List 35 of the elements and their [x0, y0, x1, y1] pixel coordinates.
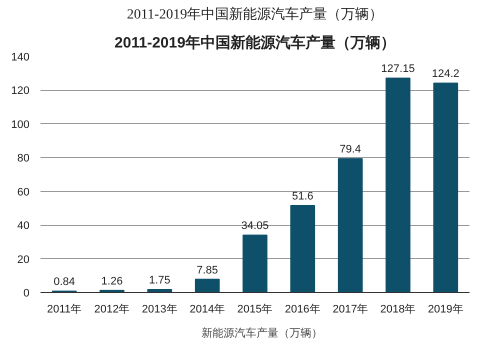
bar [242, 234, 268, 292]
data-label: 51.6 [292, 190, 314, 203]
data-label: 124.2 [432, 68, 460, 80]
bar [338, 158, 363, 292]
x-tick-label: 2018年 [380, 304, 416, 316]
data-label: 34.05 [241, 220, 269, 232]
text: 新能源汽车产量（万辆） [202, 326, 322, 340]
data-label: 7.85 [196, 264, 218, 276]
bar [290, 205, 316, 292]
y-tick-label: 140 [11, 52, 30, 64]
data-label: 1.75 [148, 274, 170, 287]
y-tick-label: 20 [17, 254, 30, 266]
x-tick-label: 2012年 [94, 304, 130, 316]
chart-subtitle: 2011-2019年中国新能源汽车产量（万辆） [114, 34, 396, 52]
bar [386, 78, 410, 292]
chart-title: 2011-2019年中国新能源汽车产量（万辆） [126, 6, 384, 22]
data-label: 1.26 [101, 275, 123, 288]
data-label: 79.4 [340, 144, 362, 156]
x-tick-label: 2019年 [428, 304, 464, 316]
y-tick-label: 120 [11, 85, 30, 98]
x-tick-label: 2017年 [332, 304, 368, 316]
bar [194, 278, 220, 292]
x-tick-label: 2015年 [237, 304, 273, 316]
y-tick-label: 40 [17, 220, 30, 232]
y-tick-label: 0 [23, 288, 30, 300]
x-tick-label: 2014年 [190, 304, 226, 316]
x-tick-label: 2016年 [284, 304, 320, 316]
y-tick-label: 100 [11, 118, 30, 131]
x-tick-label: 2011年 [47, 304, 82, 316]
data-label: 0.84 [54, 276, 76, 288]
x-tick-label: 2013年 [142, 304, 178, 316]
y-tick-label: 80 [17, 152, 30, 165]
data-label: 127.15 [381, 63, 415, 76]
bar [433, 82, 458, 292]
y-tick-label: 60 [17, 186, 30, 198]
